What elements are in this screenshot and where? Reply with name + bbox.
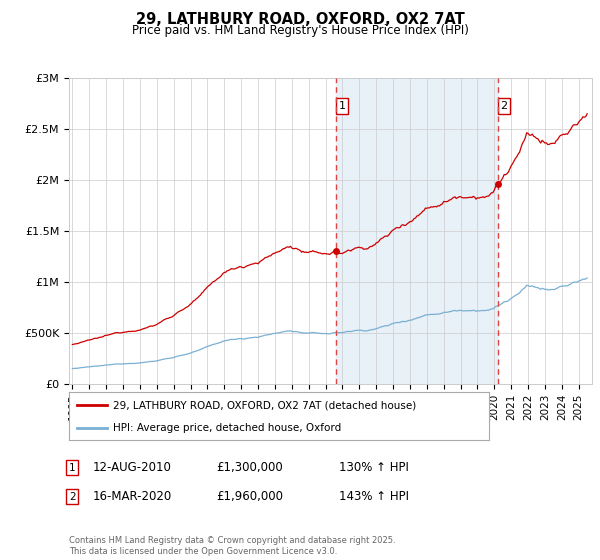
- Text: Price paid vs. HM Land Registry's House Price Index (HPI): Price paid vs. HM Land Registry's House …: [131, 24, 469, 37]
- Text: 29, LATHBURY ROAD, OXFORD, OX2 7AT (detached house): 29, LATHBURY ROAD, OXFORD, OX2 7AT (deta…: [113, 400, 416, 410]
- Text: 12-AUG-2010: 12-AUG-2010: [93, 461, 172, 474]
- Text: 2: 2: [500, 101, 508, 111]
- Text: £1,960,000: £1,960,000: [216, 490, 283, 503]
- Text: £1,300,000: £1,300,000: [216, 461, 283, 474]
- Text: 2: 2: [69, 492, 76, 502]
- Text: 130% ↑ HPI: 130% ↑ HPI: [339, 461, 409, 474]
- Bar: [336, 78, 498, 384]
- Text: 143% ↑ HPI: 143% ↑ HPI: [339, 490, 409, 503]
- Text: 29, LATHBURY ROAD, OXFORD, OX2 7AT: 29, LATHBURY ROAD, OXFORD, OX2 7AT: [136, 12, 464, 27]
- Text: Contains HM Land Registry data © Crown copyright and database right 2025.
This d: Contains HM Land Registry data © Crown c…: [69, 536, 395, 556]
- Text: 1: 1: [338, 101, 346, 111]
- Text: 16-MAR-2020: 16-MAR-2020: [93, 490, 172, 503]
- Text: 1: 1: [69, 463, 76, 473]
- Text: HPI: Average price, detached house, Oxford: HPI: Average price, detached house, Oxfo…: [113, 423, 341, 433]
